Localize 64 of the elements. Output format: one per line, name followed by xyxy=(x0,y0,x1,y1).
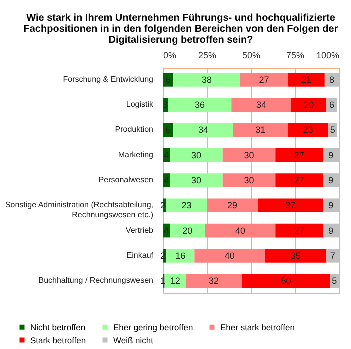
data-label: 20 xyxy=(182,226,193,236)
y-tick-label: Buchhaltung / Rechnungswesen xyxy=(38,276,154,286)
data-label: 6 xyxy=(166,74,171,85)
data-label: 34 xyxy=(198,125,208,136)
data-label: 4 xyxy=(164,176,170,186)
data-label: 40 xyxy=(224,250,235,261)
legend-label: Eher gering betroffen xyxy=(114,322,194,332)
data-label: 9 xyxy=(328,200,334,211)
data-label: 30 xyxy=(191,176,202,186)
y-tick-label: Sonstige Administration (Rechtsabteilung, Rechnungswesen etc.) xyxy=(5,200,154,220)
data-label: 32 xyxy=(209,276,220,286)
x-tick-label: 100% xyxy=(316,50,340,60)
data-label: 4 xyxy=(164,226,170,236)
x-tick-label: 25% xyxy=(198,50,217,60)
data-label: 21 xyxy=(301,74,312,85)
data-label: 36 xyxy=(194,100,205,110)
legend-label: Nicht betroffen xyxy=(30,322,86,332)
data-label: 27 xyxy=(294,176,304,186)
legend-label: Eher stark betroffen xyxy=(220,322,296,332)
data-label: 35 xyxy=(290,250,301,261)
legend-label: Weiß nicht xyxy=(114,335,154,346)
y-tick-label: Forschung & Entwicklung xyxy=(63,74,154,84)
data-label: 2 xyxy=(160,250,166,261)
data-label: 30 xyxy=(191,150,202,160)
data-label: 5 xyxy=(332,276,338,286)
data-label: 16 xyxy=(176,250,186,261)
data-label: 34 xyxy=(256,100,267,110)
data-label: 5 xyxy=(330,125,336,136)
data-label: 3 xyxy=(163,100,168,110)
data-label: 31 xyxy=(256,125,266,136)
data-label: 8 xyxy=(329,74,334,85)
data-label: 7 xyxy=(330,250,336,261)
y-tick-label: Produktion xyxy=(115,125,154,134)
y-tick-label: Personalwesen xyxy=(98,176,154,184)
legend-label: Stark betroffen xyxy=(30,335,86,346)
data-label: 9 xyxy=(328,226,334,236)
y-tick-label: Vertrieb xyxy=(126,226,154,235)
data-label: 29 xyxy=(228,200,238,211)
y-tick-label: Einkauf xyxy=(126,250,154,260)
data-label: 37 xyxy=(286,200,296,211)
x-tick-label: 50% xyxy=(242,50,261,60)
data-label: 6 xyxy=(329,100,334,110)
x-tick-label: 75% xyxy=(286,50,305,60)
data-label: 12 xyxy=(170,276,180,286)
data-label: 9 xyxy=(328,176,334,186)
data-label: 9 xyxy=(328,150,334,160)
data-label: 4 xyxy=(164,150,170,160)
data-label: 20 xyxy=(304,100,314,110)
data-label: 40 xyxy=(235,226,246,236)
data-label: 38 xyxy=(202,74,212,85)
data-label: 2 xyxy=(160,200,166,211)
y-tick-label: Marketing xyxy=(118,150,154,160)
data-label: 30 xyxy=(244,150,254,160)
data-label: 30 xyxy=(244,176,254,186)
data-label: 23 xyxy=(182,200,192,211)
data-label: 27 xyxy=(259,74,270,85)
data-label: 50 xyxy=(281,276,292,286)
y-tick-label: Logistik xyxy=(126,100,154,110)
data-label: 23 xyxy=(303,125,314,136)
data-label: 6 xyxy=(166,125,171,136)
data-label: 27 xyxy=(294,226,304,236)
chart-title: Wie stark in Ihrem Unternehmen Führungs- und hochqualifizierte Fachpositionen in in den folgenden Bereichen von den Folgen der Digitalisierung betroffen sein? xyxy=(24,13,338,46)
x-tick-label: 0% xyxy=(164,50,177,60)
data-label: 27 xyxy=(294,150,304,160)
